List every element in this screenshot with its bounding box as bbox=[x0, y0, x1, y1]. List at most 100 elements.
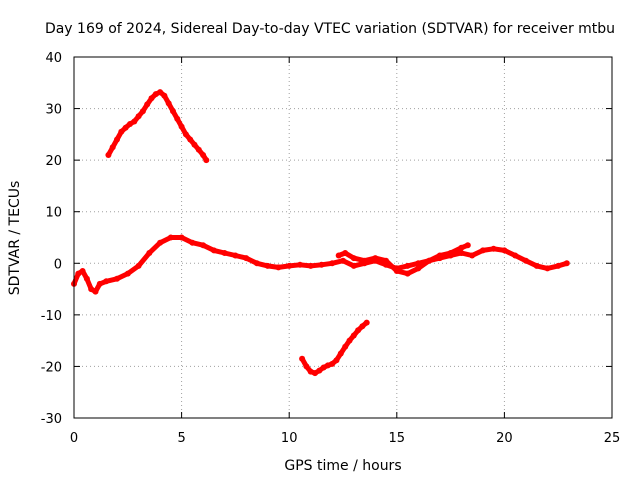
y-tick-label: -10 bbox=[41, 309, 62, 324]
data-point bbox=[148, 95, 155, 102]
data-point bbox=[191, 141, 198, 148]
axis-ticks: 0 5 10 15 20 25 -30 -20 -10 0 10 20 30 40 bbox=[41, 51, 621, 446]
data-series bbox=[71, 89, 570, 377]
data-point bbox=[335, 252, 342, 259]
x-tick-label: 0 bbox=[70, 431, 78, 446]
y-tick-label: 20 bbox=[45, 154, 62, 169]
y-tick-label: 10 bbox=[45, 206, 62, 221]
data-point bbox=[167, 234, 174, 241]
data-point bbox=[200, 152, 207, 158]
data-point bbox=[182, 131, 189, 138]
data-point bbox=[109, 144, 116, 151]
data-point bbox=[447, 250, 454, 256]
data-point bbox=[243, 255, 250, 262]
data-point bbox=[355, 327, 362, 334]
data-point bbox=[522, 257, 529, 264]
data-point bbox=[404, 270, 411, 277]
data-point bbox=[469, 252, 476, 259]
data-point bbox=[415, 265, 422, 272]
data-point bbox=[316, 367, 323, 374]
data-point bbox=[350, 332, 357, 339]
y-tick-label: -30 bbox=[41, 412, 62, 427]
data-point bbox=[83, 275, 90, 282]
data-point bbox=[436, 252, 443, 259]
data-point bbox=[555, 262, 562, 269]
data-point bbox=[363, 319, 370, 326]
data-point bbox=[340, 257, 346, 264]
data-point bbox=[103, 278, 110, 285]
data-point bbox=[253, 260, 260, 267]
data-point bbox=[329, 360, 336, 367]
data-point bbox=[174, 115, 181, 122]
y-tick-label: 40 bbox=[45, 51, 62, 66]
data-point bbox=[346, 337, 353, 344]
data-point bbox=[307, 262, 314, 269]
data-point bbox=[79, 268, 86, 274]
data-point bbox=[342, 250, 349, 256]
x-tick-label: 15 bbox=[389, 431, 406, 446]
data-point bbox=[286, 262, 293, 269]
data-point bbox=[124, 270, 131, 277]
data-point bbox=[135, 113, 142, 120]
data-point bbox=[232, 252, 239, 259]
data-point bbox=[178, 234, 185, 241]
data-point bbox=[105, 152, 112, 158]
data-point bbox=[161, 92, 168, 99]
data-point bbox=[359, 323, 366, 330]
data-point bbox=[361, 257, 368, 264]
data-point bbox=[165, 100, 172, 107]
data-point bbox=[563, 260, 570, 267]
data-point bbox=[144, 101, 151, 108]
data-point bbox=[92, 288, 99, 295]
data-point bbox=[383, 257, 389, 264]
data-point bbox=[146, 250, 153, 256]
data-point bbox=[318, 261, 325, 268]
data-point bbox=[131, 118, 138, 125]
data-point bbox=[75, 270, 82, 277]
data-point bbox=[297, 261, 303, 268]
data-point bbox=[303, 363, 310, 370]
data-point bbox=[350, 262, 357, 269]
data-point bbox=[426, 257, 433, 264]
data-point bbox=[512, 252, 519, 259]
data-point bbox=[299, 355, 306, 362]
data-point bbox=[114, 275, 120, 282]
data-point bbox=[533, 262, 540, 269]
x-tick-label: 20 bbox=[496, 431, 513, 446]
data-point bbox=[139, 108, 146, 115]
data-point bbox=[96, 280, 103, 287]
data-point bbox=[189, 239, 196, 246]
chart-title: Day 169 of 2024, Sidereal Day-to-day VTE… bbox=[45, 21, 615, 37]
data-point bbox=[170, 108, 176, 115]
data-point bbox=[157, 89, 164, 96]
y-tick-label: -20 bbox=[41, 360, 62, 375]
series-arc-main-secondary bbox=[335, 242, 471, 277]
data-point bbox=[544, 265, 551, 272]
data-point bbox=[458, 244, 465, 251]
y-axis-label: SDTVAR / TECUs bbox=[7, 181, 23, 296]
data-point bbox=[337, 350, 344, 357]
data-point bbox=[372, 255, 379, 262]
data-point bbox=[501, 247, 508, 254]
plot-frame bbox=[73, 56, 613, 419]
data-point bbox=[329, 260, 336, 267]
data-point bbox=[195, 146, 202, 153]
data-point bbox=[118, 128, 125, 135]
data-point bbox=[264, 262, 271, 269]
data-point bbox=[458, 250, 465, 256]
data-point bbox=[393, 268, 400, 274]
data-point bbox=[404, 262, 411, 269]
data-point bbox=[157, 239, 164, 246]
x-tick-label: 10 bbox=[281, 431, 298, 446]
data-point bbox=[122, 124, 129, 131]
series-arc-main bbox=[71, 234, 570, 295]
y-tick-label: 30 bbox=[45, 103, 62, 118]
data-point bbox=[200, 242, 207, 249]
data-point bbox=[342, 343, 349, 350]
data-point bbox=[464, 242, 471, 249]
grid bbox=[74, 57, 612, 418]
data-point bbox=[114, 136, 120, 143]
x-tick-label: 25 bbox=[604, 431, 621, 446]
data-point bbox=[178, 123, 185, 130]
